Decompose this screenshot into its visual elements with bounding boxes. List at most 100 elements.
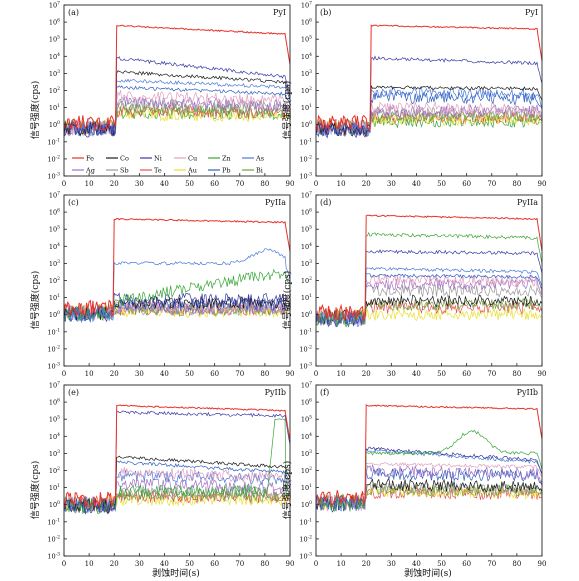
x-tick-label: 90 bbox=[286, 560, 295, 568]
y-tick-label: 105 bbox=[49, 35, 60, 44]
x-tick-label: 50 bbox=[437, 560, 446, 568]
plot-frame bbox=[63, 4, 291, 177]
legend-label: Ag bbox=[85, 167, 95, 175]
x-tick-label: 10 bbox=[85, 180, 94, 188]
y-tick-label: 107 bbox=[301, 381, 312, 390]
series-line-ni bbox=[63, 56, 291, 138]
series-group bbox=[63, 24, 291, 138]
y-tick-label: 100 bbox=[301, 500, 312, 509]
y-tick-label: 102 bbox=[301, 466, 312, 475]
legend-label: Te bbox=[154, 167, 162, 175]
y-tick-label: 107 bbox=[301, 191, 312, 200]
x-tick-label: 70 bbox=[487, 370, 496, 378]
legend-label: Zn bbox=[222, 155, 231, 163]
x-tick-label: 30 bbox=[387, 370, 396, 378]
x-tick-label: 20 bbox=[362, 180, 371, 188]
x-tick-label: 70 bbox=[487, 180, 496, 188]
legend-item-fe: Fe bbox=[72, 155, 94, 163]
y-tick-label: 103 bbox=[301, 259, 312, 268]
x-tick-label: 90 bbox=[286, 370, 295, 378]
series-line-ni bbox=[63, 410, 291, 515]
x-tick-label: 50 bbox=[437, 370, 446, 378]
y-tick-label: 101 bbox=[49, 483, 60, 492]
x-tick-label: 60 bbox=[462, 560, 471, 568]
y-tick-label: 101 bbox=[301, 293, 312, 302]
panel-mineral-label: PyIIb bbox=[517, 388, 538, 397]
x-tick-label: 20 bbox=[110, 370, 119, 378]
legend-label: Co bbox=[120, 155, 129, 163]
series-line-pb bbox=[63, 460, 291, 515]
x-tick-label: 80 bbox=[260, 560, 269, 568]
y-tick-label: 104 bbox=[301, 432, 312, 441]
x-tick-label: 90 bbox=[286, 180, 295, 188]
series-group bbox=[315, 404, 543, 513]
series-line-te bbox=[63, 104, 291, 136]
y-tick-label: 106 bbox=[49, 208, 60, 217]
x-tick-label: 80 bbox=[260, 370, 269, 378]
series-line-fe bbox=[315, 24, 543, 132]
y-tick-label: 10-3 bbox=[299, 552, 312, 561]
y-tick-label: 103 bbox=[301, 69, 312, 78]
series-group bbox=[63, 218, 291, 324]
x-tick-label: 30 bbox=[135, 560, 144, 568]
panel-mineral-label: PyIIa bbox=[517, 198, 538, 207]
x-tick-label: 50 bbox=[437, 180, 446, 188]
x-tick-label: 40 bbox=[160, 370, 169, 378]
y-tick-label: 105 bbox=[301, 225, 312, 234]
legend-item-pb: Pb bbox=[208, 167, 231, 175]
y-tick-label: 10-2 bbox=[47, 154, 60, 163]
x-tick-label: 60 bbox=[462, 370, 471, 378]
x-tick-label: 0 bbox=[314, 180, 318, 188]
series-line-as bbox=[315, 86, 543, 137]
y-tick-label: 10-1 bbox=[47, 137, 60, 146]
x-tick-label: 20 bbox=[362, 560, 371, 568]
series-line-cu bbox=[63, 90, 291, 137]
panel-f: 0 10 20 30 40 50 60 70 80 90 107 106 105 104 103 102 101… bbox=[299, 381, 546, 569]
legend-label: Pb bbox=[222, 167, 231, 175]
y-tick-label: 10-3 bbox=[47, 552, 60, 561]
series-line-zn bbox=[315, 231, 543, 328]
y-tick-label: 101 bbox=[301, 103, 312, 112]
panel-letter: (f) bbox=[320, 388, 329, 397]
x-tick-label: 20 bbox=[362, 370, 371, 378]
y-tick-label: 100 bbox=[49, 500, 60, 509]
x-tick-label: 50 bbox=[185, 560, 194, 568]
panel-d: 0 10 20 30 40 50 60 70 80 90 107 106 105 104 103 102 101… bbox=[299, 191, 546, 379]
panel-mineral-label: PyI bbox=[273, 8, 286, 17]
y-tick-label: 10-2 bbox=[47, 534, 60, 543]
series-line-fe bbox=[63, 24, 291, 132]
y-tick-label: 10-1 bbox=[47, 327, 60, 336]
legend-label: Bi bbox=[256, 167, 263, 175]
y-tick-label: 102 bbox=[301, 86, 312, 95]
series-line-ni bbox=[63, 292, 291, 323]
y-tick-label: 103 bbox=[301, 449, 312, 458]
legend-label: Ni bbox=[154, 155, 162, 163]
x-tick-label: 40 bbox=[412, 180, 421, 188]
panel-mineral-label: PyIIb bbox=[265, 388, 286, 397]
y-tick-label: 107 bbox=[301, 1, 312, 10]
y-axis-label-bottom: 信号强度(cps) bbox=[29, 461, 41, 519]
y-axis-label-top: 信号强度(cps) bbox=[29, 81, 41, 139]
x-axis-label-left: 剥蚀时间(s) bbox=[152, 567, 200, 579]
x-tick-label: 50 bbox=[185, 180, 194, 188]
x-tick-label: 10 bbox=[337, 560, 346, 568]
y-tick-label: 10-3 bbox=[47, 172, 60, 181]
x-tick-label: 80 bbox=[512, 370, 521, 378]
series-line-co bbox=[63, 295, 291, 322]
x-tick-label: 60 bbox=[462, 180, 471, 188]
x-tick-label: 70 bbox=[235, 560, 244, 568]
y-tick-label: 106 bbox=[301, 18, 312, 27]
y-tick-label: 101 bbox=[301, 483, 312, 492]
legend-item-au: Au bbox=[174, 167, 197, 175]
y-tick-label: 105 bbox=[49, 225, 60, 234]
x-tick-label: 30 bbox=[135, 370, 144, 378]
legend-item-te: Te bbox=[140, 167, 162, 175]
x-tick-label: 60 bbox=[210, 370, 219, 378]
y-axis-label-middle: 信号强度(cps) bbox=[29, 271, 41, 329]
legend-item-bi: Bi bbox=[242, 167, 263, 175]
x-tick-label: 0 bbox=[314, 370, 318, 378]
y-tick-label: 105 bbox=[49, 415, 60, 424]
x-tick-label: 20 bbox=[110, 560, 119, 568]
x-tick-label: 0 bbox=[62, 180, 66, 188]
series-line-cu bbox=[315, 461, 543, 512]
